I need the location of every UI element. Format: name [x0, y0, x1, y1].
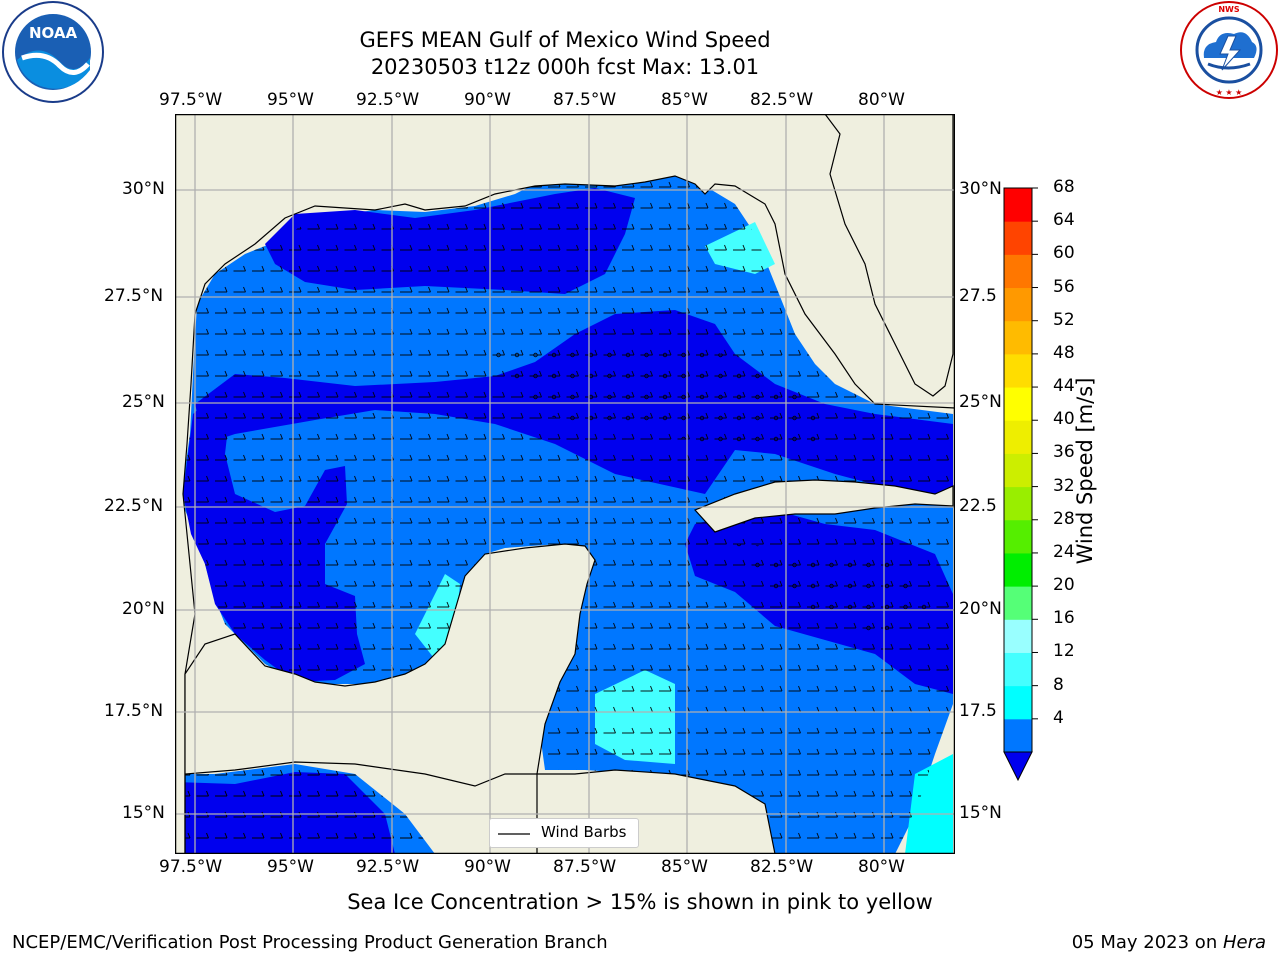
lon-tick-top: 97.5°W	[159, 90, 223, 110]
colorbar-swatch	[1004, 552, 1032, 587]
colorbar-tick-label: 44	[1053, 376, 1075, 397]
colorbar-tick-label: 4	[1053, 707, 1064, 728]
lat-tick-right: 20°N	[959, 599, 1002, 619]
colorbar-swatch	[1004, 353, 1032, 388]
lon-tick-bottom: 97.5°W	[159, 857, 223, 877]
colorbar-tick-label: 60	[1053, 243, 1075, 264]
lat-tick-left: 25°N	[122, 392, 165, 412]
footer-credit: NCEP/EMC/Verification Post Processing Pr…	[12, 932, 608, 953]
lon-tick-top: 87.5°W	[553, 90, 617, 110]
colorbar-swatch	[1004, 453, 1032, 488]
lat-tick-right: 17.5	[959, 701, 997, 721]
noaa-logo-icon: NOAA	[2, 1, 104, 103]
yucatan-land	[184, 543, 596, 854]
wind-barb-legend-icon	[498, 833, 530, 835]
lon-tick-bottom: 92.5°W	[356, 857, 420, 877]
colorbar-tick-label: 24	[1053, 541, 1075, 562]
footer-date: 05 May 2023 on Hera	[1072, 932, 1266, 953]
lon-tick-top: 85°W	[661, 90, 708, 110]
chart-subtitle: 20230503 t12z 000h fcst Max: 13.01	[370, 55, 760, 79]
colorbar-tick-label: 28	[1053, 508, 1075, 529]
lon-tick-top: 90°W	[464, 90, 511, 110]
lon-tick-top: 82.5°W	[750, 90, 814, 110]
legend-label: Wind Barbs	[541, 823, 627, 841]
colorbar-swatch	[1004, 221, 1032, 255]
svg-text:NWS: NWS	[1218, 5, 1240, 14]
lat-tick-left: 27.5°N	[104, 286, 164, 306]
lat-tick-left: 20°N	[122, 599, 165, 619]
colorbar-swatch	[1004, 486, 1032, 521]
lon-tick-bottom: 87.5°W	[553, 857, 617, 877]
colorbar-swatch	[1004, 188, 1032, 222]
lat-tick-left: 30°N	[122, 179, 165, 199]
lat-tick-right: 25°N	[959, 392, 1002, 412]
colorbar-tick-label: 16	[1053, 608, 1075, 629]
lat-tick-right: 22.5	[959, 496, 997, 516]
footer-host: Hera	[1222, 932, 1266, 953]
colorbar-swatch	[1004, 652, 1032, 687]
colorbar-swatch	[1004, 586, 1032, 620]
colorbar-tick-label: 32	[1053, 475, 1075, 496]
colorbar	[1003, 187, 1038, 782]
colorbar-tick-label: 48	[1053, 342, 1075, 363]
noaa-logo-text: NOAA	[29, 24, 78, 42]
colorbar-swatch	[1004, 320, 1032, 355]
colorbar-tick-label: 36	[1053, 442, 1075, 463]
lon-tick-top: 92.5°W	[356, 90, 420, 110]
wind-speed-map	[175, 114, 955, 854]
lon-tick-bottom: 82.5°W	[750, 857, 814, 877]
colorbar-swatch	[1004, 254, 1032, 289]
colorbar-label: Wind Speed [m/s]	[1073, 377, 1097, 565]
map-legend: Wind Barbs	[489, 818, 639, 848]
lat-tick-right: 30°N	[959, 179, 1002, 199]
nws-logo-icon: NWS ★ ★ ★	[1180, 1, 1278, 99]
colorbar-tick-label: 52	[1053, 309, 1075, 330]
colorbar-tick-label: 64	[1053, 210, 1075, 231]
colorbar-swatch	[1004, 685, 1032, 720]
colorbar-swatch	[1004, 619, 1032, 653]
lat-tick-left: 15°N	[122, 803, 165, 823]
colorbar-tick-label: 12	[1053, 641, 1075, 662]
colorbar-swatch	[1004, 519, 1032, 554]
lon-tick-top: 95°W	[267, 90, 314, 110]
lon-tick-bottom: 90°W	[464, 857, 511, 877]
colorbar-tick-label: 40	[1053, 409, 1075, 430]
chart-title: GEFS MEAN Gulf of Mexico Wind Speed	[359, 28, 771, 52]
colorbar-tick-label: 20	[1053, 575, 1075, 596]
map-gridlines	[175, 114, 955, 854]
lat-tick-right: 15°N	[959, 803, 1002, 823]
colorbar-swatch	[1004, 287, 1032, 322]
lat-tick-right: 27.5	[959, 286, 997, 306]
sea-ice-caption: Sea Ice Concentration > 15% is shown in …	[347, 890, 933, 914]
lon-tick-top: 80°W	[858, 90, 905, 110]
lon-tick-bottom: 85°W	[661, 857, 708, 877]
colorbar-tick-label: 56	[1053, 276, 1075, 297]
colorbar-swatch	[1004, 387, 1032, 421]
lat-tick-left: 22.5°N	[104, 496, 164, 516]
colorbar-border	[1003, 187, 1033, 753]
svg-text:★ ★ ★: ★ ★ ★	[1216, 88, 1243, 97]
cuba-land	[693, 479, 954, 533]
colorbar-swatch	[1004, 420, 1032, 454]
lon-tick-bottom: 95°W	[267, 857, 314, 877]
lat-tick-left: 17.5°N	[104, 701, 164, 721]
colorbar-swatch	[1004, 718, 1032, 753]
colorbar-tick-label: 8	[1053, 674, 1064, 695]
colorbar-tick-label: 68	[1053, 177, 1075, 197]
colorbar-extend-arrow	[1003, 751, 1033, 782]
lon-tick-bottom: 80°W	[858, 857, 905, 877]
footer-date-text: 05 May 2023 on	[1071, 932, 1223, 953]
